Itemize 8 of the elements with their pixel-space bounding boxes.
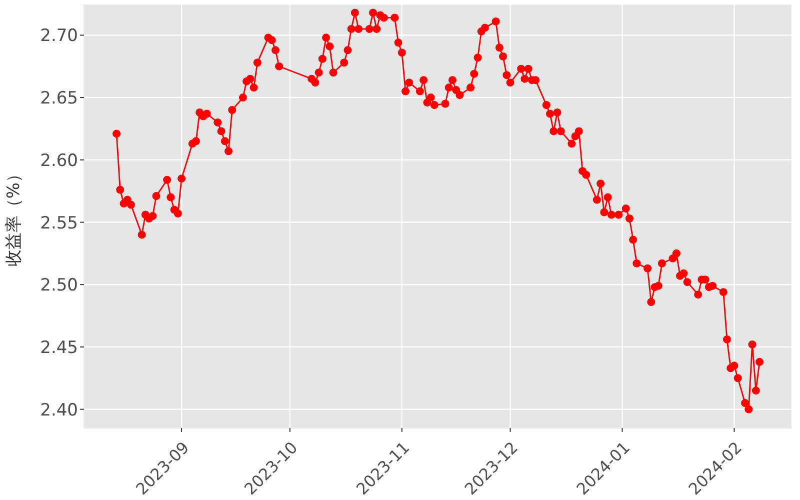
y-tick-label: 2.55 [40, 213, 78, 234]
y-tick-label: 2.70 [40, 26, 78, 46]
y-axis-title: 收益率（%） [4, 165, 24, 267]
y-tick-label: 2.45 [40, 338, 78, 358]
y-tick-label: 2.65 [40, 88, 78, 109]
y-tick-label: 2.60 [40, 150, 78, 171]
y-tick-label: 2.40 [40, 400, 78, 420]
y-tick-label: 2.50 [40, 276, 78, 296]
